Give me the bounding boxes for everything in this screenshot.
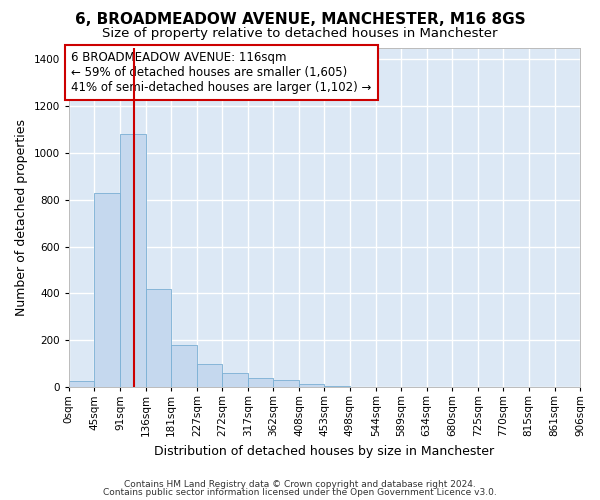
Bar: [299, 384, 325, 387]
Bar: [222, 373, 248, 387]
Bar: [171, 345, 197, 387]
Text: 6, BROADMEADOW AVENUE, MANCHESTER, M16 8GS: 6, BROADMEADOW AVENUE, MANCHESTER, M16 8…: [74, 12, 526, 28]
Bar: [248, 378, 273, 387]
Y-axis label: Number of detached properties: Number of detached properties: [15, 119, 28, 316]
Bar: [197, 364, 222, 387]
Bar: [273, 380, 299, 387]
Text: Contains public sector information licensed under the Open Government Licence v3: Contains public sector information licen…: [103, 488, 497, 497]
Bar: [325, 386, 350, 387]
Bar: [146, 288, 171, 387]
Text: Size of property relative to detached houses in Manchester: Size of property relative to detached ho…: [102, 28, 498, 40]
X-axis label: Distribution of detached houses by size in Manchester: Distribution of detached houses by size …: [154, 444, 494, 458]
Text: Contains HM Land Registry data © Crown copyright and database right 2024.: Contains HM Land Registry data © Crown c…: [124, 480, 476, 489]
Bar: [120, 134, 146, 387]
Text: 6 BROADMEADOW AVENUE: 116sqm
← 59% of detached houses are smaller (1,605)
41% of: 6 BROADMEADOW AVENUE: 116sqm ← 59% of de…: [71, 51, 372, 94]
Bar: [94, 192, 120, 387]
Bar: [69, 381, 94, 387]
